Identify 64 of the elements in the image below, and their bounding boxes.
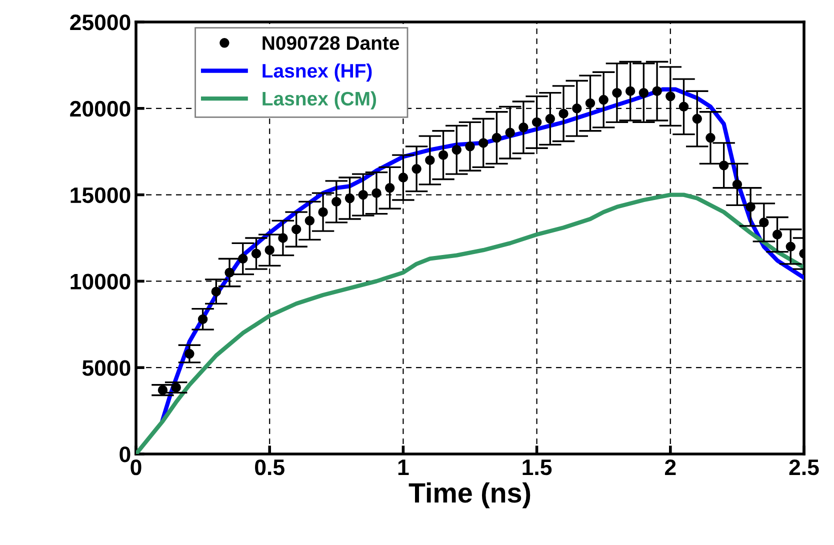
point [759,218,769,228]
point [224,268,234,278]
point [158,385,168,395]
point [318,207,328,217]
point [398,172,408,182]
x-tick-label: 0.5 [255,459,284,476]
point [251,248,262,258]
y-tick-label: 10000 [70,274,130,290]
point [746,202,756,212]
point [666,91,676,102]
point [772,230,782,240]
point [598,94,608,105]
x-tick-label: 0 [130,459,142,476]
legend-label: Lasnex (CM) [262,91,376,110]
legend-label: N090728 Dante [262,36,400,50]
point [518,122,528,132]
point [478,138,488,148]
point [612,88,622,98]
point [718,160,729,170]
x-axis-title: Time (ns) [408,482,530,508]
x-tick-label: 1.5 [522,460,552,476]
y-tick-label: 0 [120,446,130,462]
point [572,104,582,114]
point [238,254,248,264]
point [492,132,502,143]
y-tick-label: 25000 [70,14,130,30]
x-tick-label: 2 [664,459,676,475]
point [465,142,475,152]
point [211,286,222,296]
point [171,382,181,392]
point [304,216,315,226]
point [452,145,462,155]
point [678,102,689,112]
point [372,188,382,198]
point [558,108,568,118]
point [786,242,796,252]
point [532,117,542,128]
point [652,86,662,96]
point [625,86,636,96]
point [332,196,342,207]
point [438,150,448,160]
point [732,180,742,190]
y-tick-label: 20000 [70,100,130,117]
point [545,114,556,124]
point [198,314,208,324]
point [585,98,596,108]
point [692,114,702,124]
point [264,245,274,255]
point [384,183,395,193]
point [358,190,368,200]
point [344,193,355,204]
y-tick-label: 15000 [70,187,130,204]
point [706,132,716,143]
y-tick-label: 5000 [82,360,130,376]
x-tick-label: 1 [398,460,409,475]
point [638,88,649,98]
point [425,155,435,166]
point [184,348,194,359]
point [505,128,515,138]
x-tick-label: 2.5 [789,459,819,476]
point [412,164,422,174]
point [278,233,288,243]
legend-label: Lasnex (HF) [262,63,372,82]
point [291,224,302,234]
